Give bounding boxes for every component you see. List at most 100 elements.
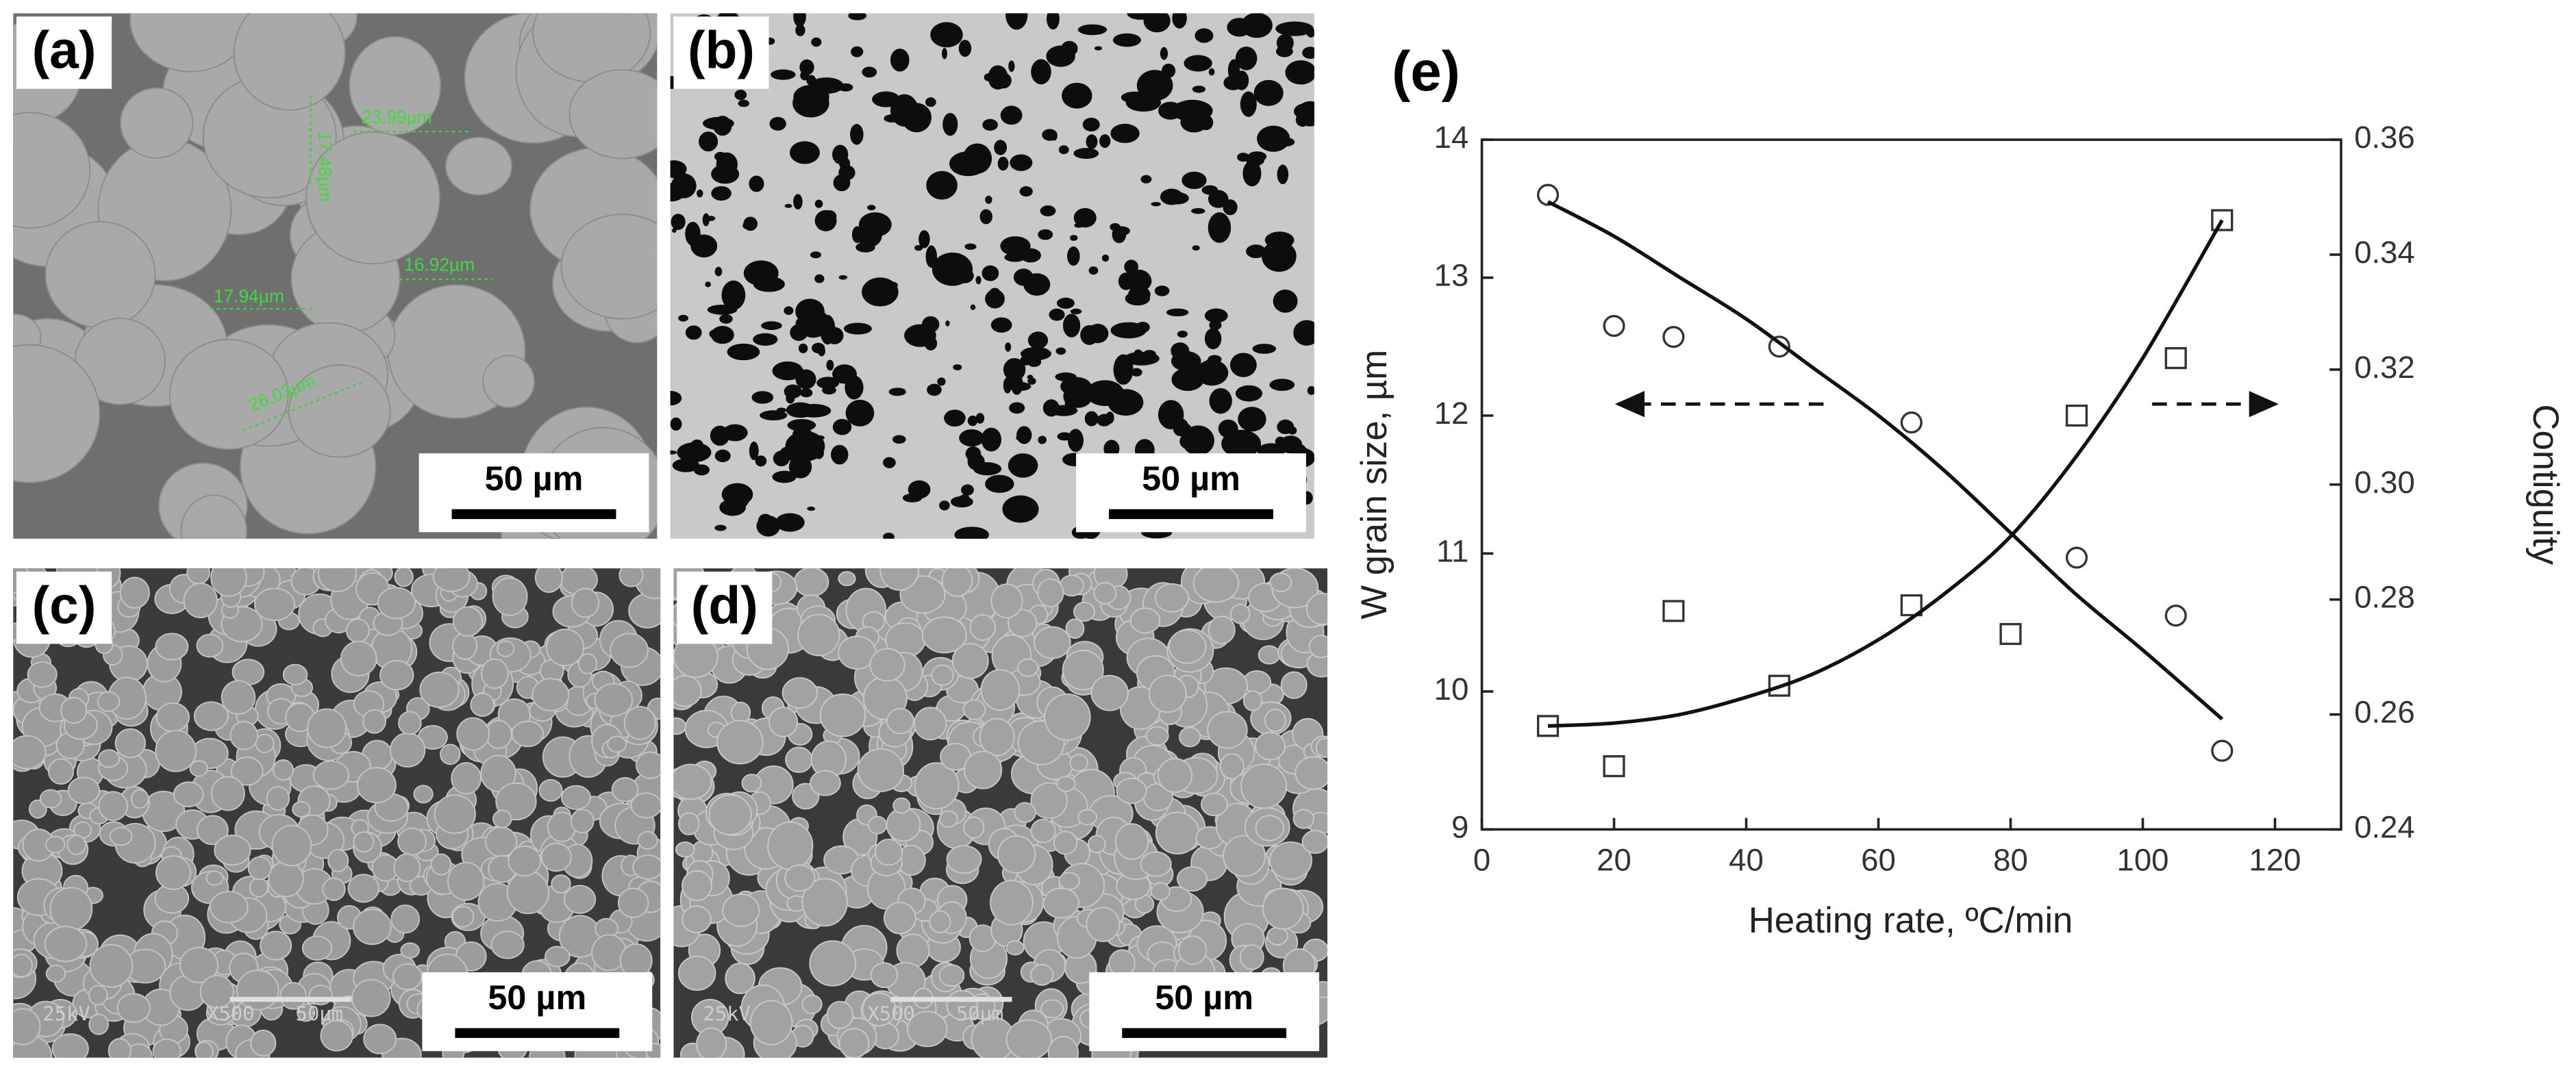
pore <box>1067 429 1084 453</box>
grain <box>327 849 349 872</box>
grain <box>921 616 967 654</box>
grain-size-point <box>1536 183 1560 206</box>
pore <box>699 131 718 152</box>
grain <box>560 785 592 811</box>
pore <box>1080 325 1099 345</box>
pore <box>1113 226 1130 236</box>
pore <box>1204 328 1222 350</box>
pore <box>714 449 731 463</box>
pore <box>1049 308 1065 321</box>
grain <box>173 781 204 808</box>
scale-bar <box>451 509 616 520</box>
grain <box>801 878 848 927</box>
grain <box>1301 830 1328 854</box>
pore <box>1179 432 1203 450</box>
grain <box>540 842 572 872</box>
grain <box>247 856 272 880</box>
y-tick-label: 14 <box>1434 120 1469 155</box>
grain <box>722 893 760 927</box>
pore <box>1238 407 1266 432</box>
grain <box>390 732 426 767</box>
pore <box>677 442 712 463</box>
grain <box>938 810 958 828</box>
pore <box>825 327 844 344</box>
pore <box>1020 346 1051 361</box>
grain <box>1037 578 1064 608</box>
measure-label: 23.99µm <box>362 107 432 127</box>
grain <box>673 717 686 735</box>
y-tick-label: 13 <box>1434 258 1469 293</box>
pore <box>784 306 794 316</box>
pore <box>1293 320 1314 346</box>
pore <box>1101 254 1110 262</box>
pore <box>1073 148 1099 159</box>
grain <box>196 633 224 658</box>
grain <box>98 749 121 768</box>
pore <box>1140 175 1152 183</box>
pore <box>1008 381 1031 392</box>
grain <box>1240 763 1288 809</box>
grain <box>913 707 947 741</box>
grain <box>870 962 899 989</box>
grain <box>109 826 133 846</box>
pore <box>955 268 974 283</box>
sem-footer-text: 50µm <box>296 1002 343 1025</box>
pore <box>1160 47 1168 60</box>
grain <box>1150 882 1171 901</box>
contiguity-point <box>1603 755 1625 778</box>
pore <box>670 417 682 431</box>
grain-size-point <box>2211 739 2234 762</box>
pore <box>1103 440 1120 458</box>
panel-label-box <box>16 16 112 89</box>
grain <box>1017 658 1039 677</box>
pore <box>927 383 942 396</box>
pore <box>1002 495 1039 523</box>
micrographs: (a) 50 µm (b) 50 µm (c) 50 µm 25kV X500 50µm (d) 5… <box>13 13 1328 1058</box>
grain <box>564 885 597 914</box>
pore <box>1008 60 1015 73</box>
pore <box>1016 434 1030 442</box>
grain <box>1065 618 1085 639</box>
grain <box>351 978 391 1017</box>
pore <box>1057 432 1073 441</box>
grain <box>168 338 289 450</box>
pore <box>760 410 788 421</box>
grain <box>1255 815 1284 841</box>
grain <box>155 730 197 772</box>
grain <box>1219 753 1245 780</box>
pore <box>1047 13 1060 30</box>
pore <box>1118 272 1134 290</box>
pore <box>925 245 938 268</box>
pore <box>1142 350 1156 359</box>
grain <box>1201 792 1228 817</box>
pore <box>697 189 703 198</box>
grain <box>1179 726 1201 748</box>
pore <box>685 221 701 246</box>
pore <box>949 151 987 177</box>
pore <box>749 175 764 192</box>
grain <box>990 880 1034 926</box>
grain <box>353 831 375 853</box>
pore <box>1056 297 1075 309</box>
pore <box>892 435 906 444</box>
grain-size-point <box>1603 314 1625 338</box>
grain <box>1308 635 1328 659</box>
grain <box>1005 1019 1052 1058</box>
grain <box>1030 782 1068 820</box>
panel-label-box <box>677 571 773 644</box>
grain <box>60 696 88 724</box>
y2-axis-title: Contiguity <box>2525 404 2566 565</box>
grain <box>1129 607 1161 634</box>
grain <box>931 664 954 686</box>
grain <box>623 705 656 740</box>
y-tick-label: 10 <box>1434 672 1469 707</box>
grain <box>108 1038 132 1058</box>
pore <box>1000 105 1023 125</box>
grain <box>678 955 716 991</box>
pore <box>953 364 962 370</box>
grain <box>914 762 960 810</box>
pore <box>810 251 822 259</box>
pore <box>1229 353 1257 377</box>
pore <box>1269 379 1295 391</box>
x-tick-label: 20 <box>1597 842 1631 877</box>
